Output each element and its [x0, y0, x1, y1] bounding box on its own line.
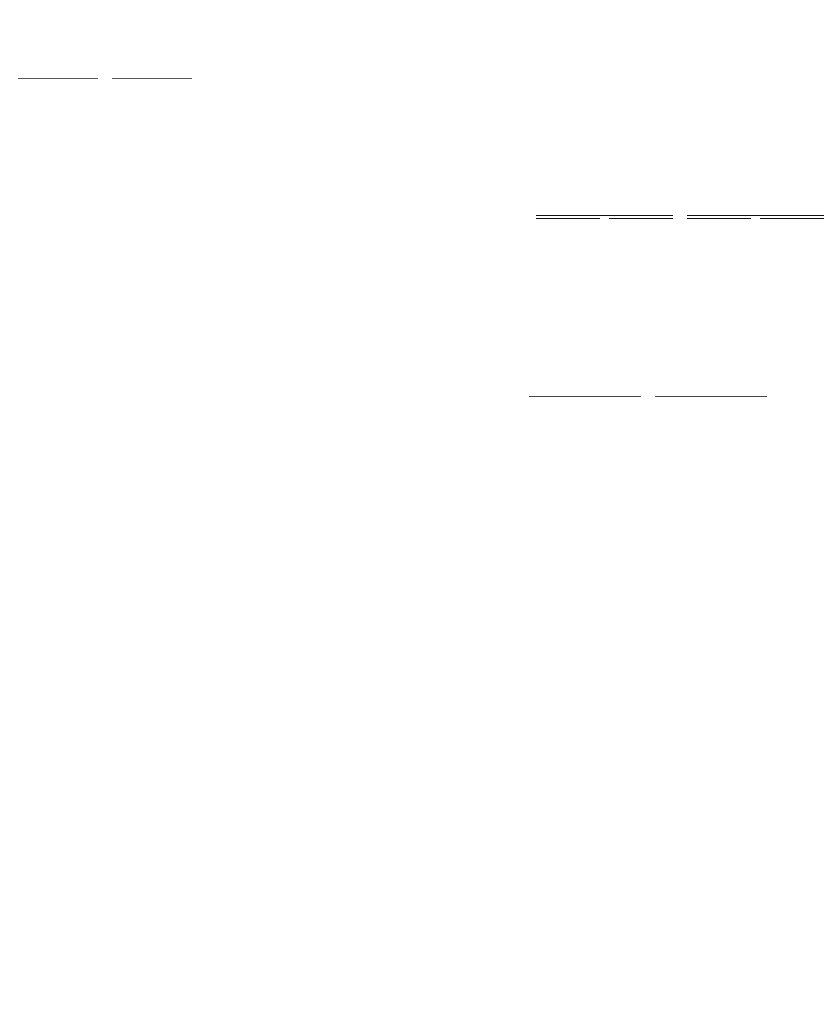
luad-cptac-title: [609, 218, 673, 219]
h-headers: [536, 214, 824, 219]
normal-cell-illustration: [18, 42, 98, 76]
irs-score-violin: [777, 396, 824, 554]
lusc-header-group: [687, 214, 824, 219]
luad-tcga-title: [536, 218, 600, 219]
lusc-survival-chart: [290, 798, 550, 1012]
panel-d: [522, 4, 688, 215]
normal-row-label: [518, 475, 523, 537]
basic-ecar-chart: [196, 4, 364, 210]
cancer-cell-illustration: [112, 42, 192, 76]
ph-in-vivo-chart: [694, 4, 820, 204]
panel-h: [518, 214, 824, 365]
panel-f: [14, 218, 364, 525]
panel-c: [368, 4, 518, 215]
panel-i: [518, 392, 824, 554]
lusc-cptac-box: [753, 219, 824, 365]
luad-tcga-violin: [524, 219, 597, 365]
luad-header-group: [536, 214, 673, 219]
panel-e: [694, 4, 820, 209]
luad-col-header: [529, 396, 642, 397]
panel-a: [14, 8, 194, 208]
h-charts: [524, 219, 824, 365]
luad-cptac-box: [599, 219, 670, 365]
panel-n: [556, 798, 822, 1015]
celltype-dotplot: [356, 218, 516, 396]
fold-change-pair-plot: [50, 570, 200, 698]
cancer-cell-card: [110, 40, 194, 84]
divider: [18, 78, 98, 79]
lusc-tcga-violin: [672, 219, 751, 365]
tumor-row-label: [518, 411, 523, 473]
disease-gene-dotplot: [14, 218, 364, 520]
low-ph-treated-chart: [522, 4, 688, 210]
panel-j: [14, 558, 236, 698]
combined-survival-chart: [556, 798, 822, 1012]
lusc-title: [687, 214, 824, 216]
lusc-col-header: [655, 396, 768, 397]
panel-l: [16, 798, 282, 1015]
panel-b: [196, 4, 364, 215]
divider: [112, 78, 192, 79]
luad-title: [536, 214, 673, 216]
intracellular-ph-chart: [368, 4, 518, 210]
normal-cell-card: [16, 40, 100, 84]
lusc-cptac-title: [760, 218, 824, 219]
lusc-tcga-title: [687, 218, 751, 219]
panel-m: [290, 798, 550, 1015]
luad-survival-chart: [16, 798, 282, 1012]
